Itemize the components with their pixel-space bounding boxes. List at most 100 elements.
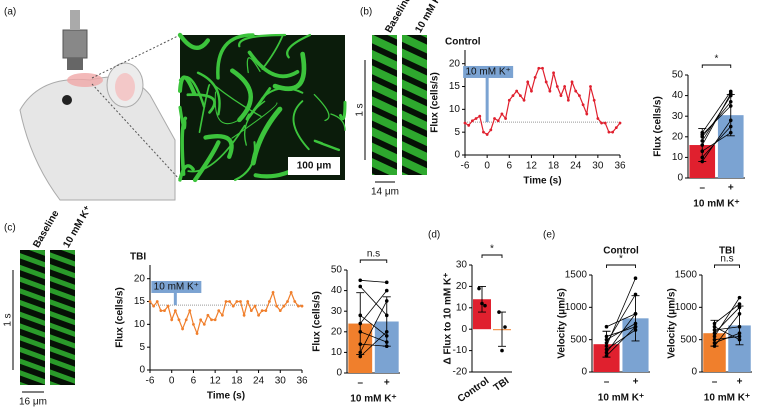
line-scan (402, 35, 427, 175)
point (596, 117, 600, 120)
x-tick-label: + (728, 183, 734, 194)
point (559, 94, 563, 98)
point (614, 126, 618, 130)
y-tick-label: 500 (570, 334, 587, 345)
y-tick-label: 20 (331, 326, 343, 337)
pair-line (606, 326, 636, 337)
pair-point (737, 302, 742, 306)
pair-line (714, 297, 740, 337)
point (563, 85, 567, 88)
scan-label: Baseline (383, 0, 413, 35)
vessel (177, 75, 197, 96)
y-tick-label: -20 (453, 367, 468, 378)
pair-line (606, 326, 636, 357)
x-tick-label: 30 (592, 161, 604, 172)
pair-line (714, 326, 740, 331)
point (289, 290, 293, 294)
point (264, 309, 268, 313)
significance: * (715, 54, 719, 65)
time-bar-label: 1 s (355, 103, 366, 116)
pair-point (633, 276, 638, 281)
significance-bracket (714, 264, 740, 268)
y-tick-label: 1500 (565, 270, 588, 281)
point (533, 75, 537, 79)
x-axis-label: 10 mM K⁺ (693, 199, 739, 210)
scan-label: 10 mM K⁺ (61, 204, 94, 250)
panel-label: (e) (543, 230, 555, 241)
pair-line (714, 313, 740, 347)
x-tick-label: 36 (614, 161, 626, 172)
point (537, 66, 541, 70)
width-bar-label: 16 μm (19, 397, 47, 408)
point (206, 313, 210, 317)
point (152, 304, 156, 308)
point (224, 300, 228, 303)
point (522, 98, 526, 102)
significance: n.s (367, 249, 380, 260)
x-axis-label: Time (s) (523, 176, 561, 187)
point (195, 332, 199, 335)
x-tick-label: + (384, 378, 390, 389)
point (507, 98, 511, 102)
point (566, 98, 570, 102)
pair-line (359, 331, 388, 357)
vessel (214, 84, 262, 117)
x-tick-label: + (633, 377, 639, 388)
y-tick-label: 1000 (565, 302, 588, 313)
point (286, 300, 289, 303)
x-tick-label: -6 (146, 376, 155, 387)
pair-line (360, 343, 387, 347)
vessel (192, 140, 221, 183)
point (483, 303, 487, 308)
x-tick-label: 0 (169, 376, 175, 387)
pair-line (701, 120, 732, 162)
point (526, 80, 530, 84)
point (470, 119, 474, 123)
chart-title: Control (603, 246, 639, 257)
error-bar (735, 305, 744, 346)
vessel (250, 106, 283, 166)
annotation-box (151, 280, 202, 293)
point (235, 300, 239, 303)
error-bar (710, 319, 719, 347)
x-tick-label: -6 (461, 161, 470, 172)
y-tick-label: 5 (139, 342, 145, 353)
vessel (196, 71, 221, 116)
y-tick-label: 15 (134, 296, 146, 307)
point (603, 121, 607, 125)
x-tick-label: + (737, 377, 743, 388)
pair-point (358, 354, 363, 359)
point (192, 322, 195, 326)
annotation-box (463, 65, 514, 78)
bar (703, 333, 726, 372)
significance-bracket (481, 254, 503, 258)
vessel (214, 91, 239, 125)
point (541, 66, 544, 70)
point (500, 348, 504, 353)
point (257, 313, 260, 317)
pair-point (604, 324, 609, 329)
x-axis-label: Time (s) (207, 391, 245, 402)
point (618, 121, 622, 125)
point (170, 318, 174, 322)
point (282, 304, 286, 308)
point (592, 98, 596, 102)
chart-title: Control (445, 37, 481, 48)
x-tick-label: 30 (275, 376, 287, 387)
y-tick-label: 10 (134, 319, 146, 330)
pair-line (359, 290, 388, 324)
x-tick-label: 18 (548, 161, 560, 172)
y-tick-label: 50 (672, 70, 684, 81)
point (163, 309, 166, 313)
point (155, 300, 159, 303)
y-tick-label: 0 (677, 173, 683, 184)
significance: * (490, 244, 494, 255)
pair-line (359, 300, 388, 353)
x-tick-label: 6 (191, 376, 197, 387)
point (271, 290, 275, 294)
y-axis-label: Flux (cells/s) (653, 96, 664, 157)
y-tick-label: 20 (456, 281, 468, 292)
point (181, 327, 184, 331)
point (482, 130, 485, 134)
point (478, 114, 482, 118)
